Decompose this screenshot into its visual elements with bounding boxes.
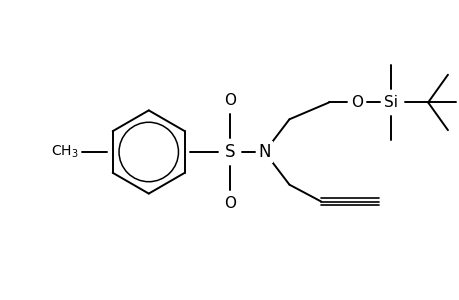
Text: Si: Si [384,95,397,110]
Text: CH$_3$: CH$_3$ [50,144,78,160]
Text: O: O [224,93,235,108]
Text: O: O [224,196,235,211]
Text: O: O [350,95,362,110]
Text: S: S [224,143,235,161]
Text: N: N [258,143,270,161]
